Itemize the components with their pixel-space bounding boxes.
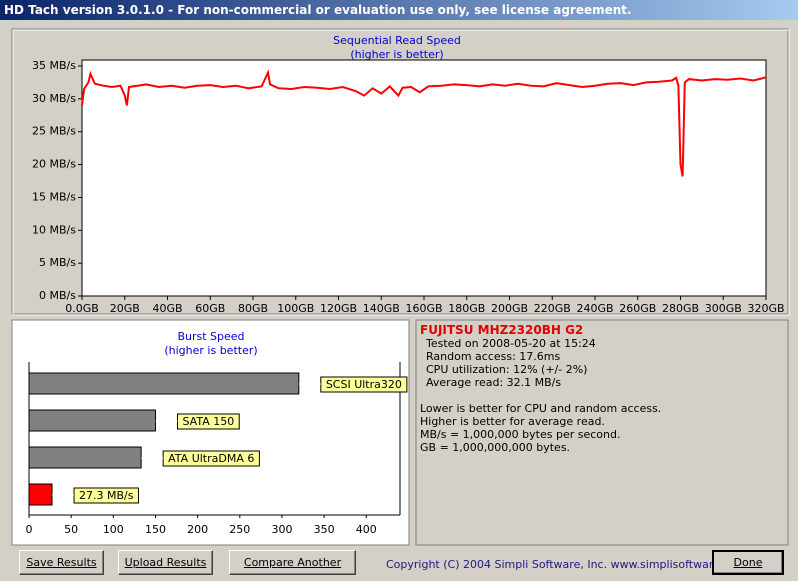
- x-tick-label: 80GB: [238, 302, 268, 315]
- x-tick-label: 220GB: [534, 302, 571, 315]
- y-tick-label: 0 MB/s: [39, 289, 76, 302]
- detail-line: Tested on 2008-05-20 at 15:24: [426, 337, 596, 350]
- done-button[interactable]: Done: [712, 550, 784, 575]
- y-tick-label: 35 MB/s: [32, 59, 76, 72]
- copyright: Copyright (C) 2004 Simpli Software, Inc.…: [386, 558, 747, 571]
- x-tick-label: 160GB: [405, 302, 442, 315]
- x-tick-label: 400: [356, 523, 377, 536]
- button-label: Compare Another Drive: [243, 556, 342, 581]
- x-tick-label: 50: [64, 523, 78, 536]
- x-tick-label: 150: [145, 523, 166, 536]
- note-line: GB = 1,000,000,000 bytes.: [420, 441, 571, 454]
- bar: [28, 372, 300, 395]
- bar: [28, 446, 142, 469]
- x-tick-label: 20GB: [110, 302, 140, 315]
- detail-line: Random access: 17.6ms: [426, 350, 561, 363]
- notes: Lower is better for CPU and random acces…: [420, 402, 661, 454]
- x-tick-label: 180GB: [448, 302, 485, 315]
- x-tick-label: 250: [229, 523, 250, 536]
- y-tick-label: 30 MB/s: [32, 92, 76, 105]
- note-line: Higher is better for average read.: [420, 415, 605, 428]
- button-label: Save Results: [26, 556, 97, 569]
- bar: [28, 409, 156, 432]
- x-tick-label: 120GB: [320, 302, 357, 315]
- x-tick-label: 0: [26, 523, 33, 536]
- title-bar: HD Tach version 3.0.1.0 - For non-commer…: [0, 0, 798, 20]
- x-tick-label: 60GB: [195, 302, 225, 315]
- bar-label: SCSI Ultra320: [326, 378, 402, 391]
- x-tick-label: 240GB: [576, 302, 613, 315]
- chart-subtitle: (higher is better): [350, 48, 443, 61]
- panel-frame: [11, 319, 410, 546]
- x-tick-label: 300GB: [705, 302, 742, 315]
- note-line: Lower is better for CPU and random acces…: [420, 402, 662, 415]
- y-tick-label: 20 MB/s: [32, 158, 76, 171]
- detail-line: CPU utilization: 12% (+/- 2%): [426, 363, 588, 376]
- speed-line: [81, 69, 767, 177]
- y-tick-label: 25 MB/s: [32, 125, 76, 138]
- x-tick-label: 320GB: [747, 302, 784, 315]
- y-tick-label: 10 MB/s: [32, 223, 76, 236]
- chart-subtitle: (higher is better): [164, 344, 257, 357]
- x-tick-label: 40GB: [152, 302, 182, 315]
- details: Tested on 2008-05-20 at 15:24 Random acc…: [426, 337, 596, 389]
- x-tick-label: 200: [187, 523, 208, 536]
- x-tick-label: 260GB: [619, 302, 656, 315]
- x-tick-label: 100: [103, 523, 124, 536]
- drive-name: FUJITSU MHZ2320BH G2: [420, 323, 584, 337]
- x-tick-label: 0.0GB: [65, 302, 99, 315]
- y-tick-label: 5 MB/s: [39, 256, 76, 269]
- x-tick-label: 300: [271, 523, 292, 536]
- save-button[interactable]: Save Results: [19, 550, 104, 575]
- panel-frame: [12, 29, 790, 316]
- chart-title: Sequential Read Speed: [333, 34, 461, 47]
- button-label: Upload Results: [124, 556, 207, 569]
- x-tick-label: 280GB: [662, 302, 699, 315]
- plot-area: [81, 59, 767, 297]
- x-tick-label: 200GB: [491, 302, 528, 315]
- upload-button[interactable]: Upload Results: [118, 550, 213, 575]
- note-line: MB/s = 1,000,000 bytes per second.: [420, 428, 621, 441]
- bar-label: 27.3 MB/s: [79, 489, 134, 502]
- x-tick-label: 140GB: [363, 302, 400, 315]
- bar-label: ATA UltraDMA 6: [168, 452, 254, 465]
- x-tick-label: 100GB: [277, 302, 314, 315]
- chart-title: Burst Speed: [177, 330, 244, 343]
- detail-line: Average read: 32.1 MB/s: [426, 376, 562, 389]
- x-tick-label: 350: [314, 523, 335, 536]
- compare-button[interactable]: Compare Another Drive: [229, 550, 356, 581]
- bar-label: SATA 150: [182, 415, 234, 428]
- y-tick-label: 15 MB/s: [32, 190, 76, 203]
- button-label: Done: [733, 556, 763, 569]
- bar: [28, 483, 53, 506]
- panel-frame: [415, 319, 789, 546]
